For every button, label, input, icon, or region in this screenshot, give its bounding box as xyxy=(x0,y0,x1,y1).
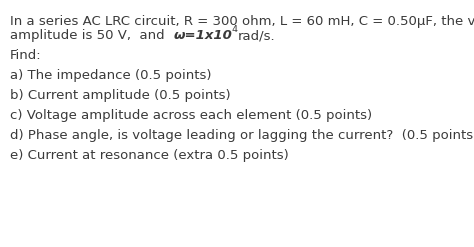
Text: amplitude is 50 V,  and: amplitude is 50 V, and xyxy=(10,29,173,42)
Text: d) Phase angle, is voltage leading or lagging the current?  (0.5 points): d) Phase angle, is voltage leading or la… xyxy=(10,129,474,142)
Text: In a series AC LRC circuit, R = 300 ohm, L = 60 mH, C = 0.50μF, the voltage: In a series AC LRC circuit, R = 300 ohm,… xyxy=(10,15,474,28)
Text: Find:: Find: xyxy=(10,49,42,62)
Text: rad/s.: rad/s. xyxy=(238,29,275,42)
Text: 4: 4 xyxy=(232,25,238,34)
Text: c) Voltage amplitude across each element (0.5 points): c) Voltage amplitude across each element… xyxy=(10,109,372,122)
Text: a) The impedance (0.5 points): a) The impedance (0.5 points) xyxy=(10,69,211,82)
Text: e) Current at resonance (extra 0.5 points): e) Current at resonance (extra 0.5 point… xyxy=(10,149,289,162)
Text: b) Current amplitude (0.5 points): b) Current amplitude (0.5 points) xyxy=(10,89,231,102)
Text: ω=1x10: ω=1x10 xyxy=(173,29,232,42)
